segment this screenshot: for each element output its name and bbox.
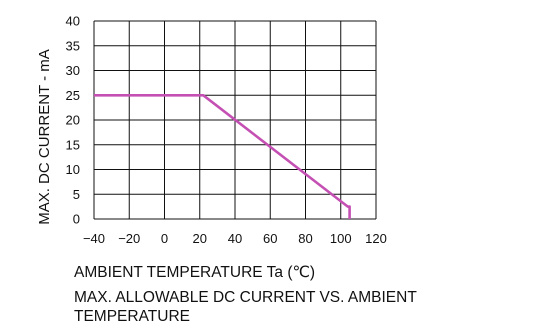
y-tick-label: 35: [66, 38, 80, 53]
chart: MAX. DC CURRENT - mA 0 5 10 15 20 25 30 35 40 −4…: [36, 14, 387, 247]
series-group: [94, 94, 351, 219]
y-tick-label: 30: [66, 63, 80, 78]
y-tick-label: 15: [66, 137, 80, 152]
y-tick-label: 40: [66, 14, 80, 29]
y-tick-label: 0: [73, 212, 80, 227]
x-axis-label: AMBIENT TEMPERATURE Ta (℃): [74, 264, 316, 281]
series-line: [94, 94, 351, 219]
x-tick-label: 60: [263, 231, 277, 246]
y-tick-label: 5: [73, 187, 80, 202]
y-axis-label: MAX. DC CURRENT - mA: [36, 49, 53, 225]
x-tick-label: −20: [118, 231, 140, 246]
chart-title-line-2: TEMPERATURE: [74, 308, 190, 325]
chart-title-line-1: MAX. ALLOWABLE DC CURRENT VS. AMBIENT: [74, 289, 417, 306]
x-tick-label: 20: [193, 231, 207, 246]
x-tick-label: 80: [298, 231, 312, 246]
x-tick-label: 0: [161, 231, 168, 246]
x-tick-labels: −40 −20 0 20 40 60 80 100 120: [83, 231, 387, 246]
y-tick-labels: 0 5 10 15 20 25 30 35 40: [66, 14, 80, 227]
y-tick-label: 20: [66, 113, 80, 128]
x-tick-label: 40: [228, 231, 242, 246]
y-tick-label: 25: [66, 88, 80, 103]
x-tick-label: 120: [365, 231, 387, 246]
y-tick-label: 10: [66, 162, 80, 177]
x-tick-label: −40: [83, 231, 105, 246]
x-tick-label: 100: [330, 231, 352, 246]
